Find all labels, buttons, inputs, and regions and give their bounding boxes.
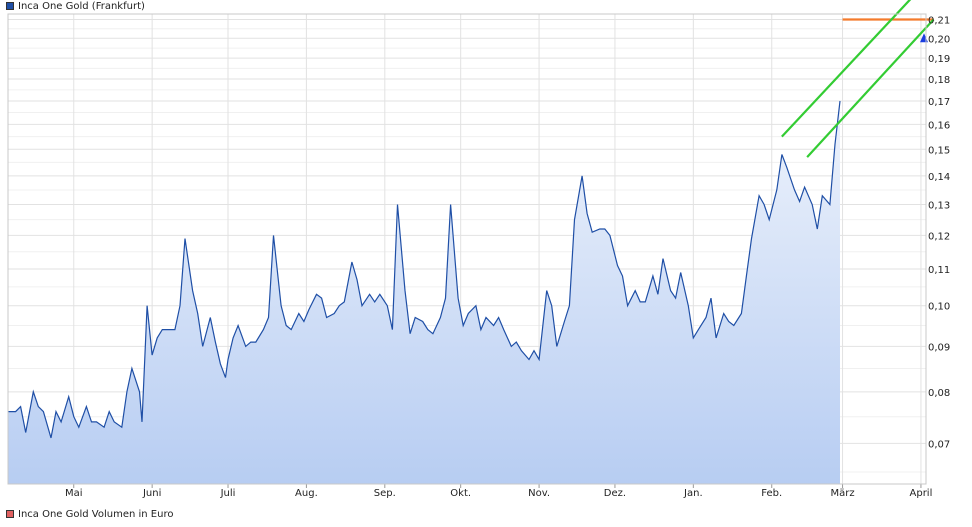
x-tick-label: Feb. [761,488,782,499]
y-tick-label: 0,12 [928,231,950,242]
legend-volume-swatch [6,510,14,518]
y-tick-label: 0,14 [928,172,950,183]
x-tick-label: Juli [220,488,236,499]
legend-price-label: Inca One Gold (Frankfurt) [18,0,145,12]
green-trendline [781,0,912,138]
y-tick-label: 0,13 [928,201,950,212]
y-tick-label: 0,10 [928,302,950,313]
y-tick-label: 0,16 [928,120,950,131]
legend-volume: Inca One Gold Volumen in Euro [6,508,173,520]
green-trendline [806,18,935,158]
x-tick-label: Sep. [374,488,396,499]
x-tick-label: Jan. [683,488,703,499]
legend-price: Inca One Gold (Frankfurt) [6,0,145,12]
y-tick-label: 0,18 [928,75,950,86]
x-tick-label: Aug. [295,488,318,499]
y-tick-label: 0,19 [928,54,950,65]
x-tick-label: Nov. [528,488,550,499]
y-tick-label: 0,11 [928,265,950,276]
x-tick-label: Okt. [450,488,471,499]
x-tick-label: Juni [142,488,161,499]
plot-frame [7,13,927,485]
y-tick-label: 0,08 [928,388,950,399]
y-tick-label: 0,07 [928,439,950,450]
x-tick-label: April [910,488,933,499]
y-tick-label: 0,21 [928,15,950,26]
legend-volume-label: Inca One Gold Volumen in Euro [18,508,174,520]
y-tick-label: 0,20 [928,34,950,45]
x-tick-label: März [830,488,854,499]
legend-price-swatch [6,2,14,10]
x-tick-label: Dez. [604,488,626,499]
price-area-fill [8,101,840,484]
y-tick-label: 0,09 [928,342,950,353]
y-tick-label: 0,17 [928,97,950,108]
x-tick-label: Mai [65,488,83,499]
price-line [8,100,841,439]
y-tick-label: 0,15 [928,145,950,156]
